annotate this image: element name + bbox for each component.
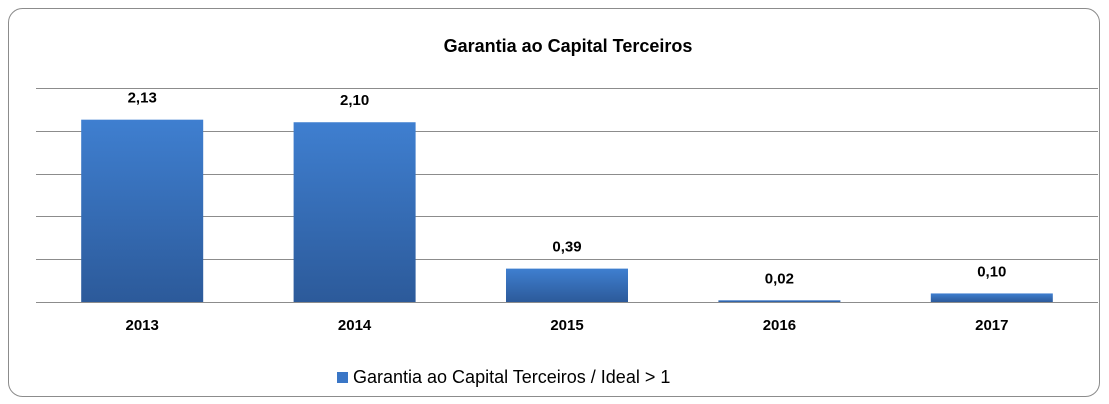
x-tick-label: 2013 — [126, 317, 159, 334]
legend-swatch — [337, 372, 348, 383]
chart-title: Garantia ao Capital Terceiros — [444, 36, 693, 56]
x-tick-label: 2017 — [975, 317, 1008, 334]
bar — [506, 268, 628, 302]
chart-frame — [8, 8, 1100, 397]
bar — [81, 119, 204, 302]
bar — [930, 293, 1053, 302]
bar — [718, 300, 841, 302]
x-tick-label: 2015 — [550, 317, 583, 334]
bar — [293, 122, 416, 303]
data-label: 0,02 — [765, 270, 794, 287]
x-tick-label: 2014 — [338, 317, 372, 334]
data-label: 2,10 — [340, 92, 369, 109]
data-label: 2,13 — [128, 90, 157, 107]
data-label: 0,39 — [552, 239, 581, 256]
data-label: 0,10 — [977, 263, 1006, 280]
legend-label: Garantia ao Capital Terceiros / Ideal > … — [353, 367, 670, 387]
x-tick-label: 2016 — [763, 317, 796, 334]
